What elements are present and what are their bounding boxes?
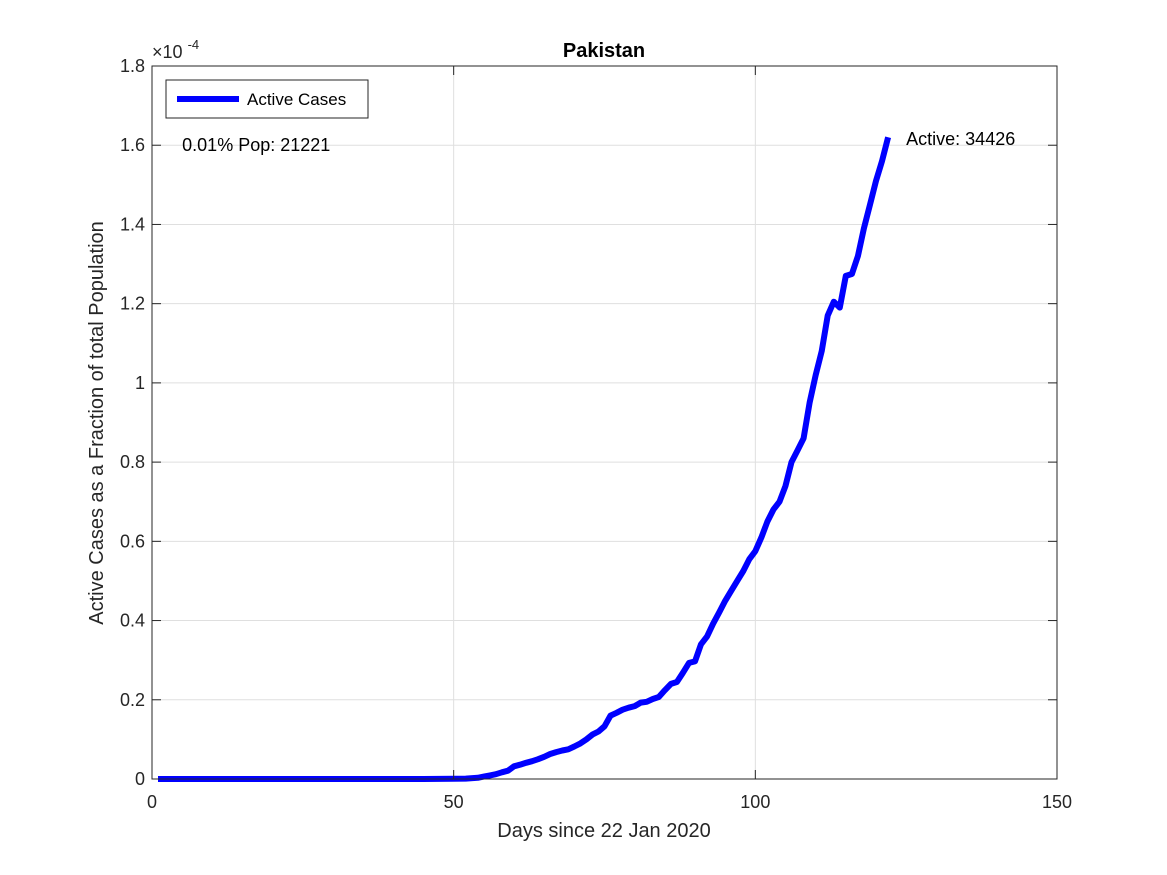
y-tick-label: 1.2 <box>120 294 145 314</box>
legend-label-active-cases: Active Cases <box>247 90 346 109</box>
series-layer <box>158 136 892 782</box>
y-tick-label: 1 <box>135 373 145 393</box>
annotation-text: Active: 34426 <box>906 129 1015 149</box>
grid <box>152 66 1057 779</box>
y-tick-label: 1.8 <box>120 56 145 76</box>
y-exponent-label: ×10 -4 <box>152 37 199 62</box>
series-line-active-cases <box>158 136 892 782</box>
tick-labels: 0 50 100 150 0 0.2 0.4 0.6 0.8 1 1.2 1.4 1.6 1.8 <box>120 56 1072 812</box>
y-tick-label: 0.4 <box>120 611 145 631</box>
chart-title: Pakistan <box>563 40 645 62</box>
y-exponent-base: ×10 <box>152 42 183 62</box>
axes-box <box>151 65 1058 780</box>
ticks <box>151 65 1058 780</box>
y-axis-label: Active Cases as a Fraction of total Popu… <box>86 221 108 625</box>
y-tick-label: 0 <box>135 769 145 789</box>
x-tick-label: 0 <box>147 792 157 812</box>
y-tick-label: 0.8 <box>120 452 145 472</box>
x-tick-label: 50 <box>444 792 464 812</box>
annotations: 0.01% Pop: 21221 Active: 34426 <box>182 129 1015 155</box>
legend: Active Cases <box>165 79 369 119</box>
x-axis-label: Days since 22 Jan 2020 <box>497 820 710 842</box>
y-tick-label: 0.6 <box>120 531 145 551</box>
plot-area <box>152 66 1057 779</box>
y-tick-label: 0.2 <box>120 690 145 710</box>
y-tick-label: 1.4 <box>120 214 145 234</box>
y-tick-label: 1.6 <box>120 135 145 155</box>
x-tick-label: 150 <box>1042 792 1072 812</box>
x-tick-label: 100 <box>740 792 770 812</box>
annotation-text: 0.01% Pop: 21221 <box>182 135 330 155</box>
y-exponent-power: -4 <box>188 37 200 52</box>
